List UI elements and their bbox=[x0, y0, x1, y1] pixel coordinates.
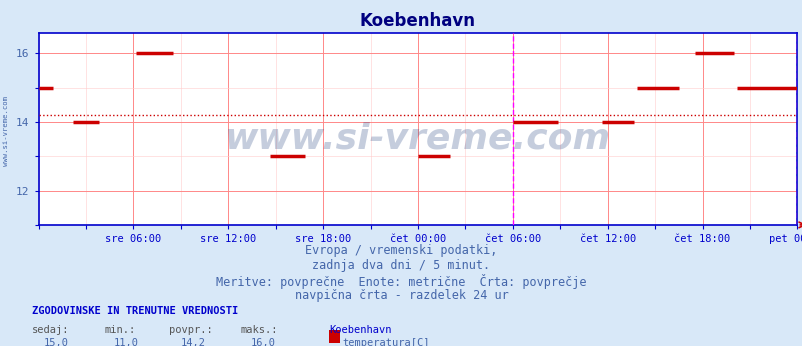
Text: Evropa / vremenski podatki,: Evropa / vremenski podatki, bbox=[305, 244, 497, 257]
Text: 14,2: 14,2 bbox=[180, 338, 205, 346]
Text: povpr.:: povpr.: bbox=[168, 325, 212, 335]
Title: Koebenhavn: Koebenhavn bbox=[359, 12, 476, 30]
Text: 11,0: 11,0 bbox=[114, 338, 139, 346]
Text: Koebenhavn: Koebenhavn bbox=[329, 325, 391, 335]
Text: ZGODOVINSKE IN TRENUTNE VREDNOSTI: ZGODOVINSKE IN TRENUTNE VREDNOSTI bbox=[32, 306, 238, 316]
Text: zadnja dva dni / 5 minut.: zadnja dva dni / 5 minut. bbox=[312, 259, 490, 272]
Text: Meritve: povprečne  Enote: metrične  Črta: povprečje: Meritve: povprečne Enote: metrične Črta:… bbox=[216, 274, 586, 289]
Text: temperatura[C]: temperatura[C] bbox=[342, 338, 430, 346]
Text: 16,0: 16,0 bbox=[250, 338, 275, 346]
Text: maks.:: maks.: bbox=[241, 325, 278, 335]
Text: navpična črta - razdelek 24 ur: navpična črta - razdelek 24 ur bbox=[294, 289, 508, 302]
Text: 15,0: 15,0 bbox=[44, 338, 69, 346]
Text: sedaj:: sedaj: bbox=[32, 325, 70, 335]
Text: www.si-vreme.com: www.si-vreme.com bbox=[225, 121, 610, 155]
Text: www.si-vreme.com: www.si-vreme.com bbox=[3, 97, 9, 166]
Text: min.:: min.: bbox=[104, 325, 136, 335]
